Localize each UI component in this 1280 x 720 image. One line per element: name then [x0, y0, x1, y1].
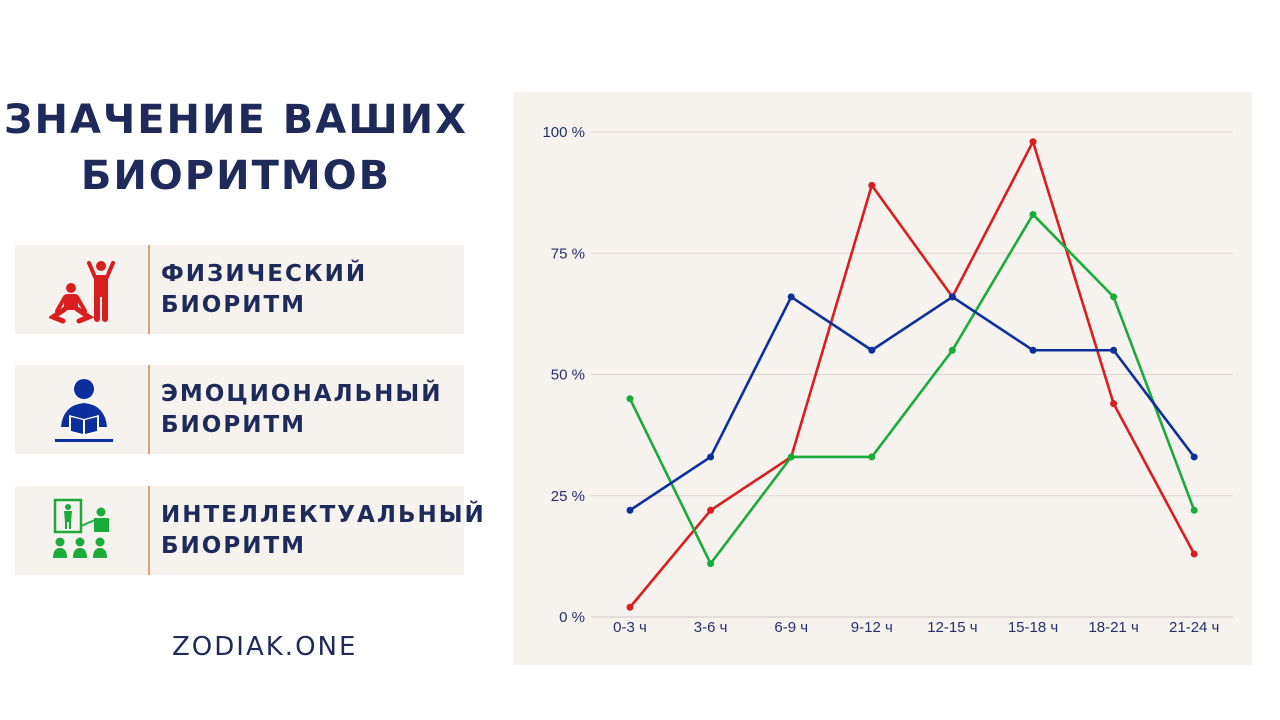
series-line-2 [629, 295, 1196, 512]
classroom-icon [53, 498, 109, 558]
x-tick-label: 15-18 ч [1008, 619, 1058, 636]
series-line-0 [629, 140, 1196, 609]
legend-card-physical: ФИЗИЧЕСКИЙ БИОРИТМ [15, 245, 464, 334]
legend-label-line-1: ФИЗИЧЕСКИЙ [161, 261, 368, 287]
footer-brand: ZODIAK.ONE [172, 632, 358, 662]
data-point [1110, 293, 1118, 301]
legend-divider [148, 486, 150, 575]
legend-label-line-1: ИНТЕЛЛЕКТУАЛЬНЫЙ [161, 502, 486, 528]
legend-divider [148, 365, 150, 454]
y-tick-label: 75 % [551, 245, 585, 262]
data-point [868, 453, 876, 461]
data-point [1190, 506, 1198, 514]
data-point [1190, 453, 1198, 461]
physical-exercise-icon [49, 261, 115, 324]
legend-label-line-2: БИОРИТМ [161, 412, 307, 438]
legend-label-emotional: ЭМОЦИОНАЛЬНЫЙ БИОРИТМ [161, 379, 461, 441]
data-point [1190, 550, 1198, 558]
data-point [1110, 346, 1118, 354]
x-tick-label: 21-24 ч [1169, 619, 1219, 636]
page-title: ЗНАЧЕНИЕ ВАШИХ БИОРИТМОВ [0, 92, 472, 204]
legend-label-line-2: БИОРИТМ [161, 292, 307, 318]
chart-panel: 0 % 25 % 50 % 75 % 100 % 0-3 ч 3-6 ч 6-9 ч 9-12 … [513, 92, 1252, 665]
legend-divider [148, 245, 150, 334]
data-point [1029, 346, 1037, 354]
series-line-1 [628, 213, 1196, 565]
x-tick-label: 3-6 ч [694, 619, 728, 636]
legend-label-physical: ФИЗИЧЕСКИЙ БИОРИТМ [161, 259, 461, 321]
data-point [626, 603, 634, 611]
data-point [948, 346, 956, 354]
x-tick-label: 0-3 ч [613, 619, 647, 636]
legend-label-line-1: ЭМОЦИОНАЛЬНЫЙ [161, 381, 443, 407]
data-point [787, 293, 795, 301]
data-point [948, 293, 956, 301]
data-point [1110, 400, 1118, 408]
data-point [707, 506, 715, 514]
data-point [787, 453, 795, 461]
x-tick-label: 9-12 ч [851, 619, 893, 636]
legend-label-intellectual: ИНТЕЛЛЕКТУАЛЬНЫЙ БИОРИТМ [161, 500, 484, 562]
data-point [626, 395, 634, 403]
y-tick-label: 50 % [551, 367, 585, 384]
y-tick-label: 0 % [559, 609, 585, 626]
y-tick-label: 25 % [551, 488, 585, 505]
data-point [868, 346, 876, 354]
data-point [1029, 138, 1037, 146]
reader-icon [55, 379, 113, 442]
x-tick-label: 18-21 ч [1088, 619, 1138, 636]
x-tick-label: 6-9 ч [774, 619, 808, 636]
data-point [868, 181, 876, 189]
line-chart: 0 % 25 % 50 % 75 % 100 % 0-3 ч 3-6 ч 6-9 ч 9-12 … [542, 124, 1233, 636]
title-line-2: БИОРИТМОВ [80, 153, 392, 199]
data-point [626, 506, 634, 514]
legend-card-intellectual: ИНТЕЛЛЕКТУАЛЬНЫЙ БИОРИТМ [15, 486, 484, 575]
legend-card-emotional: ЭМОЦИОНАЛЬНЫЙ БИОРИТМ [15, 365, 464, 454]
legend-label-line-2: БИОРИТМ [161, 533, 307, 559]
y-tick-label: 100 % [542, 124, 585, 141]
title-line-1: ЗНАЧЕНИЕ ВАШИХ [4, 97, 468, 143]
data-point [707, 453, 715, 461]
data-point [707, 560, 715, 568]
data-point [1029, 210, 1037, 218]
x-tick-label: 12-15 ч [927, 619, 977, 636]
